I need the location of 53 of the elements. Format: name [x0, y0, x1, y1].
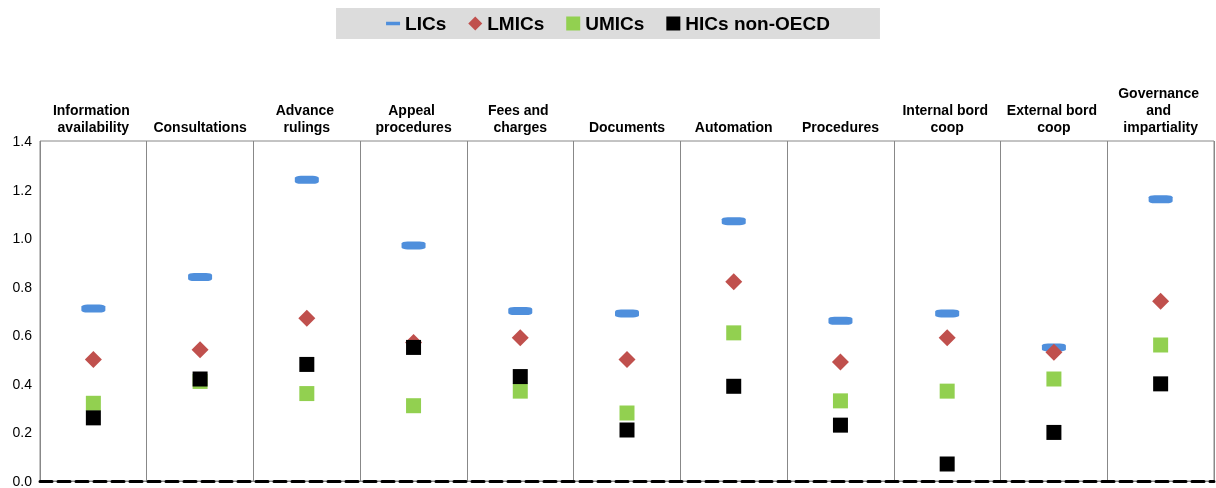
- point: [1046, 424, 1062, 440]
- point: [1152, 292, 1170, 310]
- point: [619, 422, 635, 438]
- point: [832, 393, 848, 409]
- point: [298, 309, 316, 327]
- legend-label: LMICs: [487, 13, 545, 34]
- x-tick-label: External bord coop: [1006, 101, 1101, 135]
- legend-label: HICs non-OECD: [685, 13, 830, 34]
- x-tick-label: Fees and charges: [487, 101, 553, 135]
- point: [406, 398, 422, 414]
- point: [406, 339, 422, 355]
- y-tick-label: 0.2: [12, 424, 33, 441]
- point: [726, 325, 742, 341]
- y-tick-label: 0.6: [12, 327, 33, 344]
- y-tick-label: 1.4: [12, 133, 33, 149]
- x-tick-label: Automation: [694, 118, 773, 135]
- legend-label: LICs: [405, 13, 447, 34]
- point: [1153, 376, 1169, 392]
- x-tick-label: Consultations: [153, 118, 247, 135]
- point: [939, 456, 955, 472]
- point: [619, 405, 635, 421]
- point: [1045, 343, 1063, 361]
- point: [511, 329, 529, 347]
- point: [831, 353, 849, 371]
- point: [191, 341, 209, 359]
- point: [84, 351, 102, 369]
- y-tick-label: 1.0: [12, 230, 33, 247]
- x-tick-label: Governance and impartiality: [1118, 84, 1204, 135]
- y-tick-label: 0.4: [12, 375, 33, 392]
- x-tick-label: Documents: [588, 118, 666, 135]
- point: [832, 417, 848, 433]
- point: [1153, 337, 1169, 353]
- y-tick-label: 0.8: [12, 278, 33, 295]
- point: [725, 273, 743, 291]
- point: [939, 383, 955, 399]
- point: [618, 351, 636, 369]
- point: [1046, 371, 1062, 387]
- x-tick-label: Internal bord coop: [902, 101, 992, 135]
- x-tick-label: Procedures: [801, 118, 880, 135]
- y-tick-label: 0.0: [12, 473, 33, 488]
- x-tick-label: Information availability: [52, 101, 134, 135]
- x-tick-label: Advance rulings: [275, 101, 338, 135]
- point: [85, 395, 101, 411]
- point: [85, 410, 101, 426]
- point: [512, 383, 528, 399]
- y-tick-label: 1.2: [12, 181, 33, 198]
- point: [938, 329, 956, 347]
- point: [512, 369, 528, 385]
- x-tick-label: Appeal procedures: [375, 101, 452, 135]
- legend-label: UMICs: [585, 13, 645, 34]
- point: [299, 356, 315, 372]
- point: [299, 386, 315, 402]
- point: [726, 378, 742, 394]
